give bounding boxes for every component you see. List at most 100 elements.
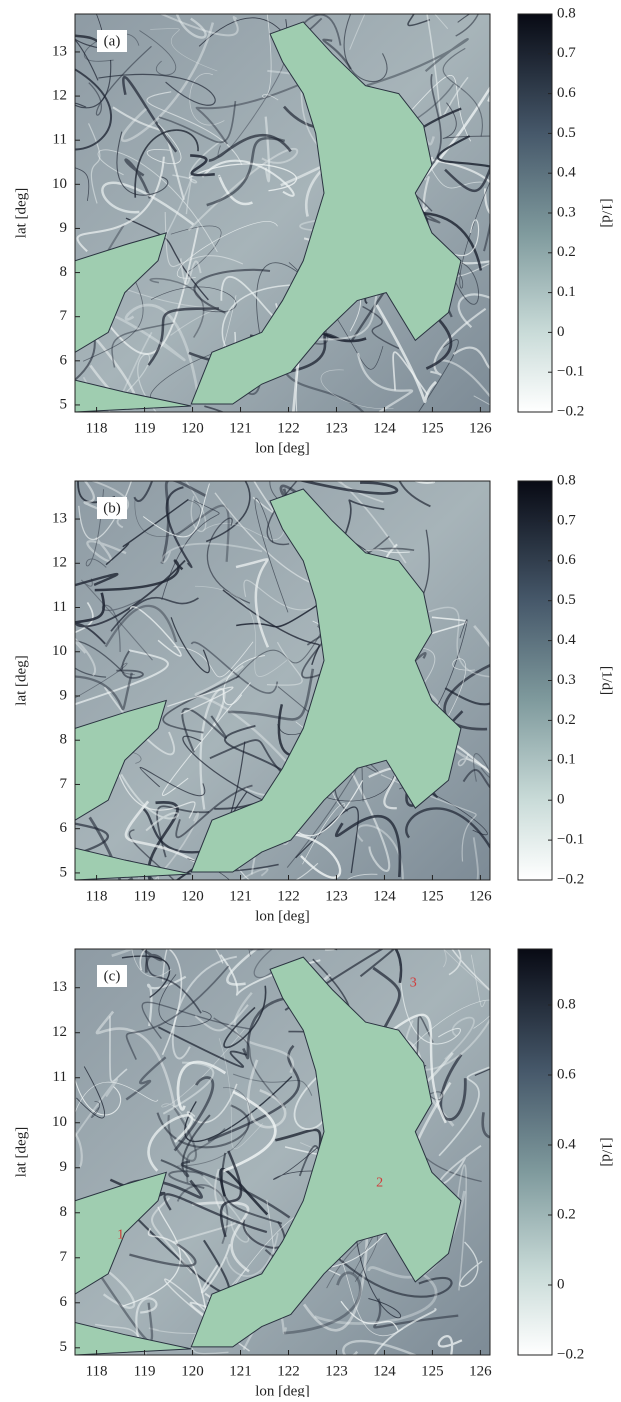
colorbar-tick-label: 0.8 xyxy=(557,472,576,488)
x-tick-label: 118 xyxy=(86,888,108,904)
swirl xyxy=(174,504,230,562)
swirl xyxy=(302,1227,369,1332)
swirl xyxy=(473,753,490,782)
colorbar-tick-label: 0.3 xyxy=(557,204,576,220)
axes-frame xyxy=(74,948,491,1356)
x-axis-label: lon [deg] xyxy=(255,440,310,456)
swirl xyxy=(343,14,388,83)
swirl xyxy=(254,497,289,613)
swirl xyxy=(190,154,215,177)
swirl xyxy=(366,37,469,87)
swirl xyxy=(75,34,104,47)
swirl xyxy=(188,163,297,192)
x-axis-label: lon [deg] xyxy=(255,1383,310,1397)
swirl xyxy=(205,481,251,543)
swirl xyxy=(135,1297,158,1344)
swirl xyxy=(208,134,292,162)
swirl xyxy=(442,102,490,139)
swirl xyxy=(430,307,487,376)
swirl xyxy=(170,617,210,674)
colorbar xyxy=(517,13,553,413)
swirl xyxy=(162,949,224,982)
colorbar-tick-label: 0 xyxy=(557,1276,565,1292)
swirl xyxy=(110,596,199,632)
swirl xyxy=(141,1001,251,1040)
swirl xyxy=(139,30,177,76)
swirl xyxy=(75,559,186,645)
swirl xyxy=(161,542,263,564)
swirl xyxy=(320,369,394,409)
swirl xyxy=(75,649,169,706)
panel-label-box xyxy=(97,965,127,987)
swirl xyxy=(75,1078,119,1139)
x-tick-label: 121 xyxy=(229,1363,252,1379)
swirl xyxy=(88,816,134,880)
y-tick-label: 11 xyxy=(53,599,67,615)
swirl xyxy=(147,307,219,366)
y-tick-label: 10 xyxy=(52,176,67,192)
swirl xyxy=(444,687,490,706)
swirl xyxy=(75,640,123,678)
swirl xyxy=(147,1227,207,1311)
swirl xyxy=(173,641,254,678)
y-tick-label: 12 xyxy=(52,88,67,104)
swirl xyxy=(78,481,133,541)
x-tick-label: 118 xyxy=(86,420,108,436)
swirl xyxy=(150,28,218,72)
swirl xyxy=(199,688,226,810)
swirl xyxy=(448,949,490,991)
swirl xyxy=(246,1059,287,1129)
swirl xyxy=(175,14,207,39)
swirl xyxy=(362,305,400,350)
colorbar-tick-label: 0.2 xyxy=(557,244,576,260)
swirl xyxy=(442,47,484,137)
swirl xyxy=(283,1271,362,1335)
swirl xyxy=(139,766,206,797)
y-tick-label: 8 xyxy=(60,264,68,280)
x-tick-label: 121 xyxy=(229,420,252,436)
swirl xyxy=(147,1114,194,1172)
swirl xyxy=(235,612,332,679)
swirl xyxy=(101,181,195,226)
swirl xyxy=(75,1131,83,1168)
heatmap-field xyxy=(75,481,490,880)
panel: (a)118 119 120 121 122 123 124 125 1265678910111… xyxy=(13,5,614,456)
swirl xyxy=(146,975,187,1027)
swirl xyxy=(172,141,220,184)
swirl xyxy=(207,1044,301,1142)
colorbar-tick-label: −0.2 xyxy=(557,871,584,887)
swirl xyxy=(368,767,399,810)
heatmap-field xyxy=(75,949,490,1355)
y-axis-label: lat [deg] xyxy=(13,188,29,238)
swirl xyxy=(121,955,171,999)
swirl xyxy=(252,481,275,514)
land xyxy=(190,21,462,405)
panel-label: (c) xyxy=(104,968,121,984)
swirl xyxy=(295,806,359,874)
colorbar-tick-label: 0.8 xyxy=(557,996,576,1012)
swirl xyxy=(122,76,178,153)
swirl xyxy=(481,1112,490,1139)
swirl xyxy=(120,22,215,143)
x-tick-label: 126 xyxy=(469,888,492,904)
swirl xyxy=(206,136,286,207)
y-tick-label: 8 xyxy=(60,732,68,748)
swirl xyxy=(156,1104,250,1149)
swirl xyxy=(77,481,116,504)
swirl xyxy=(157,1026,248,1068)
swirl xyxy=(125,965,230,1060)
axes-frame xyxy=(74,13,491,413)
swirl xyxy=(193,268,271,314)
y-axis-label: lat [deg] xyxy=(13,655,29,705)
colorbar-tick-label: 0.6 xyxy=(557,1066,576,1082)
land xyxy=(190,488,462,873)
y-tick-label: 8 xyxy=(60,1204,68,1220)
swirl xyxy=(383,1013,447,1124)
swirl xyxy=(120,773,179,832)
swirl xyxy=(298,481,399,495)
swirl xyxy=(83,33,140,62)
swirl xyxy=(173,1076,215,1152)
x-tick-label: 125 xyxy=(421,1363,444,1379)
x-tick-label: 122 xyxy=(277,888,300,904)
